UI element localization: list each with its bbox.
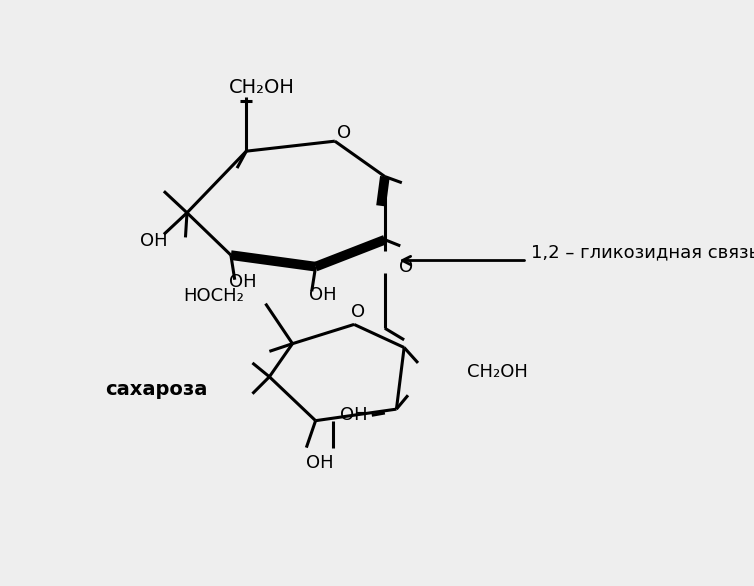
Text: O: O [399, 258, 413, 275]
Text: O: O [351, 303, 365, 321]
Text: OH: OH [305, 454, 333, 472]
Text: CH₂OH: CH₂OH [467, 363, 528, 381]
Text: сахароза: сахароза [105, 380, 207, 400]
Text: 1,2 – гликозидная связь: 1,2 – гликозидная связь [531, 244, 754, 262]
Text: OH: OH [140, 232, 167, 250]
Text: O: O [337, 124, 351, 142]
Text: OH: OH [309, 286, 337, 304]
Text: OH: OH [340, 406, 368, 424]
Text: HOCH₂: HOCH₂ [183, 287, 244, 305]
Text: CH₂OH: CH₂OH [228, 78, 295, 97]
Text: OH: OH [228, 273, 256, 291]
